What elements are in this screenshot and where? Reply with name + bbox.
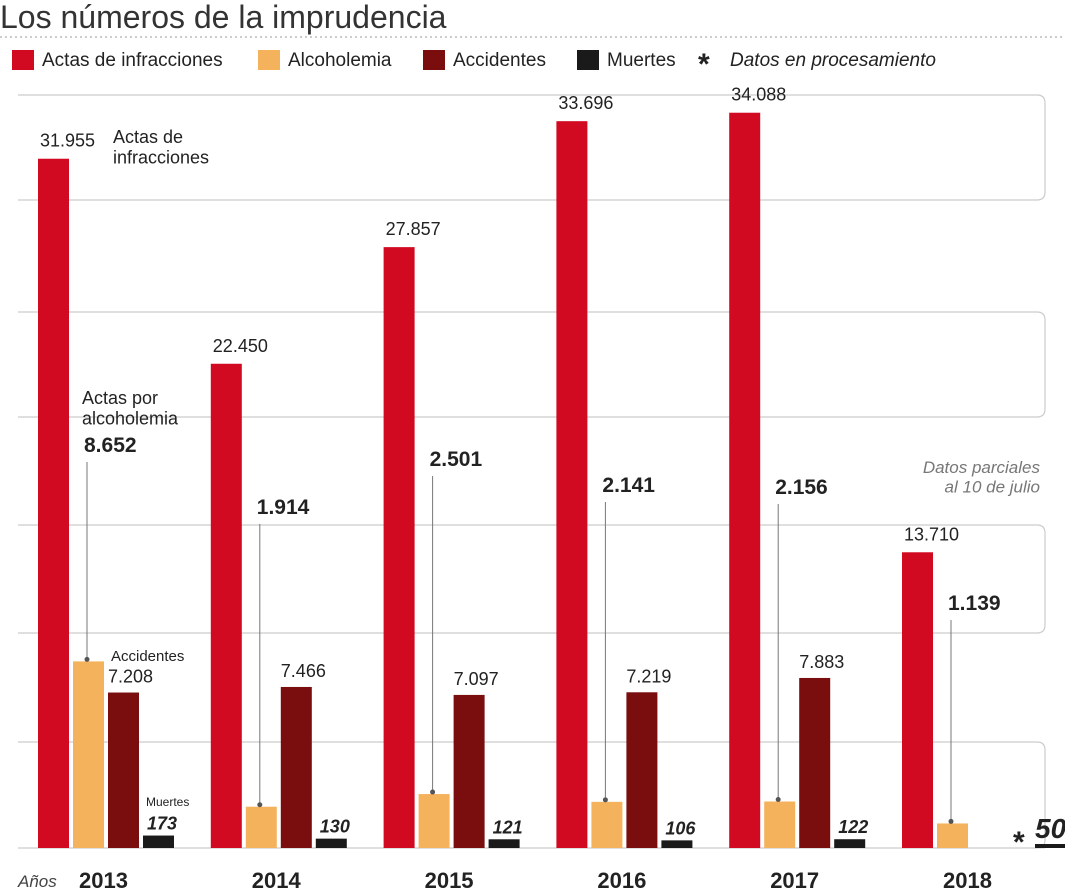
bar-2-2015	[453, 694, 485, 848]
bar-label-actas-2013: 31.955	[40, 131, 95, 151]
bar-label-accidentes-2013: 7.208	[108, 667, 153, 687]
gridline-bracket-2	[18, 524, 1046, 634]
bar-2-2016	[626, 692, 658, 848]
bar-label-alcoholemia-2014: 1.914	[257, 496, 310, 519]
bar-label-alcoholemia-2017: 2.156	[775, 476, 828, 499]
bar-3-2017	[834, 839, 866, 848]
bar-label-actas-2014: 22.450	[213, 336, 268, 356]
leader-dot-2016	[602, 797, 608, 803]
bar-label-actas-2015: 27.857	[386, 219, 441, 239]
leader-dot-2013	[84, 656, 90, 662]
bar-1-2015	[418, 794, 450, 848]
leader-dot-2014	[257, 802, 263, 808]
annotation-actas: Actas de infracciones	[113, 127, 209, 168]
year-label-2017: 2017	[770, 868, 819, 890]
annotation-alcoholemia: Actas por alcoholemia	[82, 388, 179, 429]
annotation-accidentes: Accidentes	[111, 648, 184, 665]
bar-label-alcoholemia-2013: 8.652	[84, 434, 137, 457]
year-label-2014: 2014	[252, 868, 302, 890]
bar-label-accidentes-2016: 7.219	[626, 666, 671, 686]
bar-muertes-2018	[1035, 844, 1065, 848]
years-axis-label: Años	[17, 872, 57, 890]
legend-asterisk: *	[698, 48, 710, 81]
pending-asterisk-2018: *	[1013, 826, 1025, 859]
bar-1-2014	[245, 806, 277, 848]
bar-3-2016	[661, 840, 693, 848]
year-label-2016: 2016	[597, 868, 646, 890]
leader-dot-2015	[430, 789, 436, 795]
bar-0-2013	[38, 158, 69, 848]
bar-label-muertes-2017: 122	[838, 817, 868, 837]
legend-swatch-2	[423, 50, 445, 70]
bar-label-muertes-2016: 106	[665, 818, 696, 838]
bar-1-2013	[73, 661, 104, 848]
bar-label-actas-2017: 34.088	[731, 85, 786, 105]
bar-label-muertes-2015: 121	[493, 817, 523, 837]
bar-label-alcoholemia-2016: 2.141	[602, 474, 655, 497]
bar-1-2016	[591, 801, 623, 848]
year-label-2013: 2013	[79, 868, 128, 890]
bar-label-actas-2018: 13.710	[904, 524, 959, 544]
bar-label-accidentes-2017: 7.883	[799, 652, 844, 672]
bar-label-muertes-2013: 173	[147, 814, 177, 834]
bar-label-muertes-2014: 130	[320, 817, 350, 837]
legend-swatch-0	[12, 50, 34, 70]
bar-label-alcoholemia-2015: 2.501	[430, 448, 483, 471]
legend-label-2: Accidentes	[453, 50, 546, 71]
bar-3-2015	[488, 839, 520, 848]
leader-dot-2018	[948, 818, 954, 824]
legend-label-1: Alcoholemia	[288, 50, 392, 71]
chart-title: Los números de la imprudencia	[0, 0, 447, 35]
bar-2-2017	[799, 677, 831, 848]
legend-label-0: Actas de infracciones	[42, 50, 223, 71]
legend-note: Datos en procesamiento	[730, 50, 936, 71]
year-label-2018: 2018	[943, 868, 992, 890]
bar-0-2014	[210, 363, 242, 848]
bar-label-muertes-2018: 50	[1035, 813, 1065, 844]
bar-1-2018	[937, 823, 968, 848]
year-label-2015: 2015	[425, 868, 474, 890]
bar-label-accidentes-2014: 7.466	[281, 661, 326, 681]
gridline-bracket-1	[18, 311, 1046, 418]
bar-0-2015	[383, 247, 415, 848]
legend-swatch-1	[258, 50, 280, 70]
legend-label-3: Muertes	[607, 50, 676, 71]
leader-dot-2017	[775, 796, 781, 802]
annotation-partial-data: Datos parciales al 10 de julio	[923, 458, 1041, 497]
bar-2-2013	[108, 692, 139, 848]
annotation-muertes: Muertes	[146, 795, 189, 809]
bar-0-2016	[556, 121, 588, 849]
bar-0-2017	[729, 112, 761, 848]
bar-3-2013	[143, 835, 174, 848]
gridline-bracket-0	[18, 94, 1046, 201]
bar-3-2014	[315, 838, 347, 848]
bar-label-alcoholemia-2018: 1.139	[948, 592, 1001, 615]
bar-1-2017	[764, 801, 796, 848]
legend-swatch-3	[577, 50, 599, 70]
bar-label-accidentes-2015: 7.097	[454, 669, 499, 689]
bar-2-2014	[280, 686, 312, 848]
bar-0-2018	[902, 552, 933, 848]
bar-label-actas-2016: 33.696	[558, 93, 613, 113]
